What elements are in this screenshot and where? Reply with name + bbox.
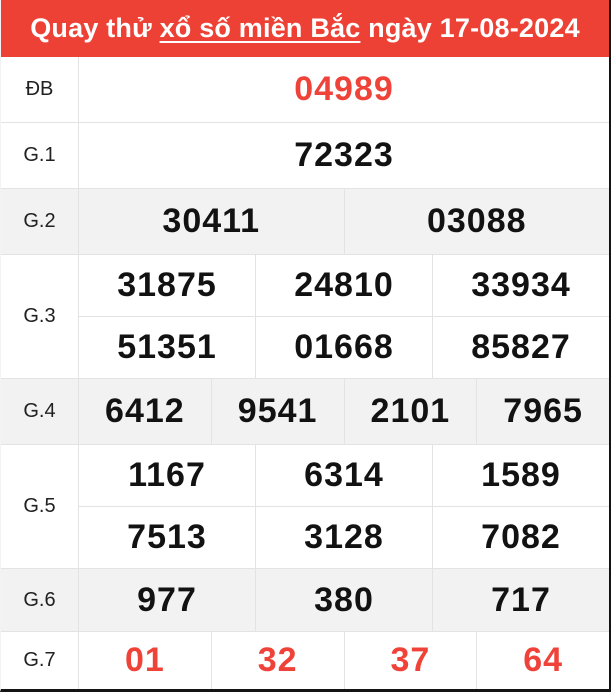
title-prefix: Quay thử (30, 13, 152, 43)
table-row: G.7 01 32 37 64 (1, 631, 609, 689)
prize-number: 380 (255, 569, 432, 631)
prize-number: 3128 (255, 507, 432, 568)
prize-label: G.6 (1, 569, 79, 631)
prize-label: G.2 (1, 189, 79, 254)
title-region: xổ số miền Bắc (159, 13, 361, 43)
prize-label: G.1 (1, 123, 79, 188)
prize-label: G.4 (1, 379, 79, 444)
prize-number: 01668 (255, 317, 432, 378)
prize-number: 64 (476, 632, 609, 689)
prize-number: 51351 (117, 328, 217, 366)
prize-row-content: 72323 (79, 123, 609, 188)
prize-subrow: 04989 (79, 57, 609, 122)
results-table: ĐB 04989 G.1 72323 G.2 30411 03088 G.3 31875 2481… (1, 57, 609, 689)
prize-number: 03088 (343, 189, 610, 254)
prize-row-content: 01 32 37 64 (79, 632, 609, 689)
prize-number: 33934 (432, 255, 609, 316)
title-suffix: ngày 17-08-2024 (368, 13, 580, 43)
prize-number: 30411 (162, 202, 261, 240)
prize-number: 85827 (432, 317, 609, 378)
prize-subrow: 977 380 717 (79, 569, 609, 631)
prize-number: 31875 (117, 266, 217, 304)
prize-number: 977 (137, 580, 197, 619)
prize-subrow: 6412 9541 2101 7965 (79, 379, 609, 444)
table-row: G.4 6412 9541 2101 7965 (1, 378, 609, 444)
prize-subrow: 30411 03088 (79, 189, 609, 254)
prize-number: 6314 (255, 445, 432, 506)
prize-number: 7082 (432, 507, 609, 568)
prize-label: ĐB (1, 57, 79, 122)
table-row: G.6 977 380 717 (1, 568, 609, 631)
page-title: Quay thử xổ số miền Bắc ngày 17-08-2024 (30, 13, 580, 44)
table-row: ĐB 04989 (1, 57, 609, 122)
prize-subrow: 7513 3128 7082 (79, 506, 609, 568)
prize-subrow: 51351 01668 85827 (79, 316, 609, 378)
table-row: G.2 30411 03088 (1, 188, 609, 254)
prize-number: 6412 (105, 392, 185, 430)
prize-number: 1167 (128, 456, 206, 494)
prize-row-content: 1167 6314 1589 7513 3128 7082 (79, 445, 609, 568)
prize-subrow: 72323 (79, 123, 609, 188)
prize-row-content: 04989 (79, 57, 609, 122)
prize-number: 72323 (294, 136, 394, 174)
prize-subrow: 31875 24810 33934 (79, 255, 609, 316)
prize-number: 1589 (432, 445, 609, 506)
prize-number: 2101 (343, 379, 477, 444)
prize-subrow: 01 32 37 64 (79, 632, 609, 689)
prize-label: G.3 (1, 255, 79, 378)
prize-number: 7965 (476, 379, 609, 444)
prize-number: 37 (343, 632, 477, 689)
prize-row-content: 30411 03088 (79, 189, 609, 254)
header-bar: Quay thử xổ số miền Bắc ngày 17-08-2024 (1, 0, 609, 57)
prize-number: 7513 (127, 518, 207, 556)
table-row: G.3 31875 24810 33934 51351 01668 85827 (1, 254, 609, 378)
prize-number: 01 (124, 641, 165, 679)
prize-label: G.5 (1, 445, 79, 568)
prize-number: 04989 (294, 70, 394, 108)
prize-row-content: 31875 24810 33934 51351 01668 85827 (79, 255, 609, 378)
prize-number: 9541 (210, 379, 344, 444)
prize-label: G.7 (1, 632, 79, 689)
table-row: G.5 1167 6314 1589 7513 3128 7082 (1, 444, 609, 568)
prize-subrow: 1167 6314 1589 (79, 445, 609, 506)
prize-row-content: 6412 9541 2101 7965 (79, 379, 609, 444)
prize-number: 717 (432, 569, 609, 631)
table-row: G.1 72323 (1, 122, 609, 188)
prize-number: 24810 (255, 255, 432, 316)
prize-row-content: 977 380 717 (79, 569, 609, 631)
prize-number: 32 (210, 632, 344, 689)
